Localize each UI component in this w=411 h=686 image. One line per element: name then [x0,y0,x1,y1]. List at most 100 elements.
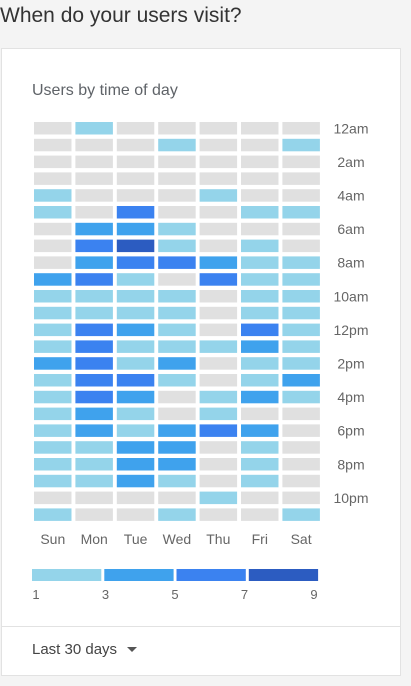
heatmap-cell [199,273,238,286]
day-tick-label: Tue [124,531,148,547]
heatmap-cell [241,273,279,286]
day-tick-label: Fri [252,531,268,547]
heatmap-cell [241,306,279,320]
heatmap-cell [158,508,196,521]
heatmap-cell [199,256,238,269]
heatmap-cell [75,306,113,320]
heatmap-card: Users by time of day 12am 2am 4am 6am 8am 10a… [1,48,401,676]
heatmap-cell [34,407,72,421]
heatmap-cell [75,441,113,454]
heatmap-cell [241,424,279,437]
heatmap-cell [199,407,238,421]
heatmap-cell [34,474,72,488]
heatmap-cell [241,441,279,454]
heatmap-cell [199,222,238,236]
heatmap-cell [116,239,155,253]
heatmap-cell [158,390,196,404]
legend-swatch [176,569,246,581]
heatmap-cell [282,424,320,437]
heatmap-cell [116,189,155,202]
heatmap-cell [282,306,320,320]
heatmap-cell [158,222,196,236]
heatmap-cell [75,273,113,286]
heatmap-cell [34,424,72,437]
heatmap-cell [116,508,155,521]
hour-tick-label: 2pm [337,356,364,372]
heatmap-cell [158,206,196,219]
heatmap-cell [282,172,320,185]
heatmap-cell [241,474,279,488]
heatmap-cell [116,458,155,471]
legend-tick-label: 9 [310,587,317,602]
heatmap-cell [34,508,72,521]
heatmap-cell [34,374,72,387]
heatmap-cell [282,323,320,337]
heatmap-cell [158,290,196,303]
heatmap-cell [116,390,155,404]
heatmap-cell [116,374,155,387]
heatmap-cell [241,122,279,135]
heatmap-cell [282,458,320,471]
heatmap-cell [34,390,72,404]
day-tick-label: Mon [81,531,108,547]
heatmap-cell [34,122,72,135]
heatmap-cell [75,458,113,471]
heatmap-cell [34,206,72,219]
heatmap-cell [116,407,155,421]
heatmap-cell [241,290,279,303]
heatmap-cell [199,138,238,152]
heatmap-cell [75,206,113,219]
heatmap-cell [241,508,279,521]
heatmap-cell [282,189,320,202]
heatmap-cell [158,172,196,185]
heatmap-cell [241,206,279,219]
heatmap-cell [158,474,196,488]
heatmap-cell [241,222,279,236]
day-tick-label: Thu [206,531,230,547]
heatmap-cell [158,340,196,353]
day-tick-label: Sun [40,531,65,547]
page-title: When do your users visit? [0,4,242,27]
heatmap-cell [116,306,155,320]
heatmap-cell [158,306,196,320]
heatmap-cell [34,441,72,454]
heatmap-cell [241,357,279,370]
heatmap-cell [75,172,113,185]
heatmap-cell [34,239,72,253]
caret-down-icon [127,647,138,652]
heatmap-cell [241,458,279,471]
hour-tick-label: 4pm [337,389,364,405]
heatmap-cell [282,407,320,421]
card-title: Users by time of day [32,82,178,99]
legend-tick-label: 7 [241,587,248,602]
heatmap-cell [199,172,238,185]
heatmap-cell [116,206,155,219]
heatmap-cell [116,122,155,135]
heatmap-cell [158,374,196,387]
heatmap-cell [116,138,155,152]
heatmap-cell [199,491,238,505]
heatmap-cell [75,491,113,505]
heatmap-cell [158,424,196,437]
hour-tick-label: 12am [333,120,368,136]
heatmap-cell [116,424,155,437]
heatmap-cell [116,340,155,353]
heatmap-cell [75,189,113,202]
heatmap-cell [199,374,238,387]
heatmap-cell [34,357,72,370]
heatmap-cell [75,256,113,269]
heatmap-cell [75,323,113,337]
date-range-dropdown[interactable]: Last 30 days [32,641,138,658]
heatmap-cell [75,390,113,404]
hour-tick-label: 10pm [333,490,368,506]
hour-tick-label: 6pm [337,423,364,439]
heatmap-cell [199,306,238,320]
heatmap-cell [34,306,72,320]
heatmap-cell [241,155,279,169]
heatmap-cell [34,458,72,471]
heatmap-cell [158,256,196,269]
heatmap-cell [282,441,320,454]
heatmap-cell [282,508,320,521]
heatmap-cell [158,155,196,169]
heatmap-cell [75,138,113,152]
